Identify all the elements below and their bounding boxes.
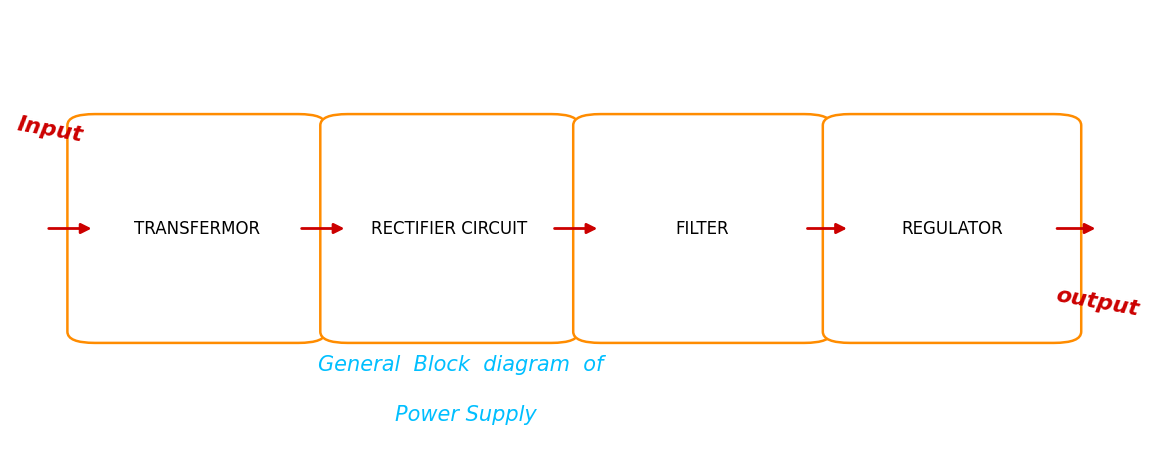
Text: Input: Input	[15, 114, 84, 145]
Text: REGULATOR: REGULATOR	[901, 219, 1003, 238]
FancyBboxPatch shape	[823, 114, 1081, 343]
Text: RECTIFIER CIRCUIT: RECTIFIER CIRCUIT	[372, 219, 527, 238]
Text: General  Block  diagram  of: General Block diagram of	[317, 356, 602, 375]
FancyBboxPatch shape	[67, 114, 325, 343]
Text: Power Supply: Power Supply	[395, 405, 537, 425]
FancyBboxPatch shape	[574, 114, 832, 343]
Text: TRANSFERMOR: TRANSFERMOR	[134, 219, 260, 238]
Text: FILTER: FILTER	[675, 219, 729, 238]
Text: output: output	[1055, 285, 1140, 320]
FancyBboxPatch shape	[321, 114, 578, 343]
